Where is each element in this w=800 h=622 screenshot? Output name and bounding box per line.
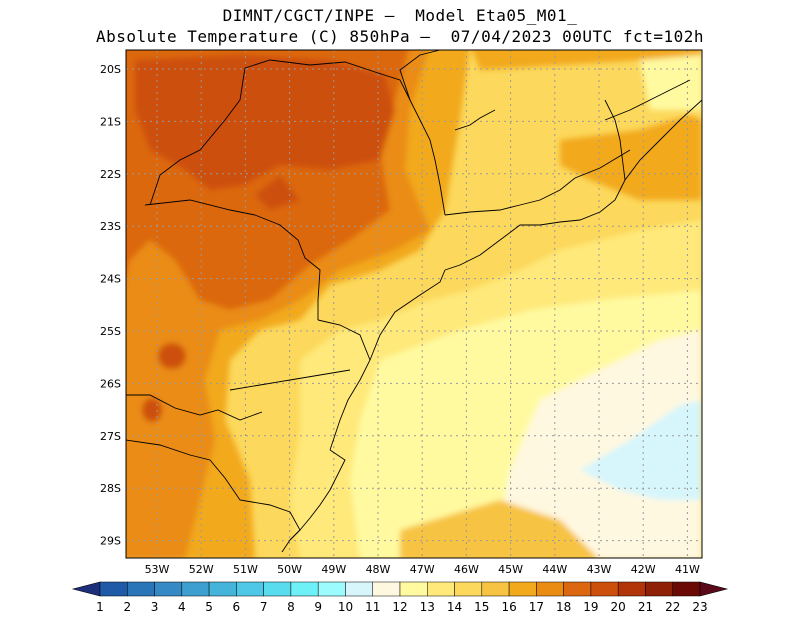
colorbar-high-arrow [699, 581, 729, 597]
colorbar-swatch [454, 581, 483, 597]
colorbar-swatch [590, 581, 619, 597]
colorbar-swatch [536, 581, 564, 597]
colorbar-swatch [127, 581, 155, 597]
colorbar-label: 7 [260, 600, 268, 614]
colorbar-swatch [154, 581, 183, 597]
lat-label: 26S [100, 377, 121, 390]
colorbar-label: 22 [665, 600, 680, 614]
lat-label: 20S [100, 63, 121, 76]
colorbar-swatch [290, 581, 319, 597]
lat-label: 28S [100, 482, 121, 495]
colorbar-label: 4 [178, 600, 186, 614]
grid-lines [126, 50, 702, 558]
colorbar-swatch [508, 581, 537, 597]
colorbar-label: 19 [583, 600, 598, 614]
borders [126, 50, 702, 553]
colorbar-swatch [317, 581, 346, 597]
longitude-labels: 53W 52W 51W 50W 49W 48W 47W 46W 45W 44W 43W 42W 41W [145, 563, 700, 576]
lon-label: 46W [454, 563, 479, 576]
lat-label: 21S [100, 115, 121, 128]
colorbar-label: 10 [338, 600, 353, 614]
colorbar-swatch [672, 581, 701, 597]
lat-label: 23S [100, 220, 121, 233]
colorbar-swatch [263, 581, 292, 597]
lat-label: 25S [100, 325, 121, 338]
colorbar-label: 18 [556, 600, 571, 614]
lon-label: 52W [189, 563, 214, 576]
colorbar [71, 581, 729, 597]
colorbar-swatch [181, 581, 210, 597]
lat-label: 29S [100, 535, 121, 548]
map-frame [125, 49, 703, 559]
colorbar-swatch [399, 581, 428, 597]
colorbar-label: 23 [692, 600, 707, 614]
lon-label: 49W [321, 563, 346, 576]
colorbar-swatch [372, 581, 401, 597]
colorbar-label: 17 [529, 600, 544, 614]
colorbar-labels: 1 2 3 4 5 6 7 8 9 10 11 12 13 14 15 16 17 18 19 20 21 22 23 [96, 600, 707, 614]
colorbar-label: 2 [123, 600, 131, 614]
colorbar-label: 5 [205, 600, 213, 614]
lon-label: 50W [277, 563, 302, 576]
lon-label: 44W [542, 563, 567, 576]
colorbar-label: 3 [151, 600, 159, 614]
colorbar-label: 14 [447, 600, 462, 614]
colorbar-label: 16 [501, 600, 516, 614]
colorbar-swatch [617, 581, 646, 597]
latitude-labels: 20S 21S 22S 23S 24S 25S 26S 27S 28S 29S [100, 63, 121, 548]
colorbar-swatch [563, 581, 592, 597]
colorbar-label: 15 [474, 600, 489, 614]
lat-label: 24S [100, 273, 121, 286]
colorbar-label: 20 [611, 600, 626, 614]
lat-label: 22S [100, 168, 121, 181]
colorbar-label: 9 [314, 600, 322, 614]
colorbar-label: 13 [420, 600, 435, 614]
colorbar-swatch [427, 581, 455, 597]
lon-label: 45W [498, 563, 523, 576]
colorbar-swatch [481, 581, 510, 597]
colorbar-swatch [236, 581, 264, 597]
lon-label: 48W [366, 563, 391, 576]
colorbar-label: 8 [287, 600, 295, 614]
lon-label: 42W [631, 563, 656, 576]
lon-label: 41W [675, 563, 700, 576]
map-title-line-2: Absolute Temperature (C) 850hPa – 07/04/… [96, 27, 704, 46]
colorbar-swatch [345, 581, 373, 597]
colorbar-swatch [208, 581, 237, 597]
colorbar-low-arrow [71, 581, 101, 597]
colorbar-swatch [645, 581, 673, 597]
colorbar-label: 21 [638, 600, 653, 614]
colorbar-label: 1 [96, 600, 104, 614]
lon-label: 51W [233, 563, 258, 576]
map-title-line-1: DIMNT/CGCT/INPE – Model Eta05_M01_ [222, 6, 578, 25]
colorbar-label: 11 [365, 600, 380, 614]
lon-label: 43W [587, 563, 612, 576]
colorbar-label: 12 [392, 600, 407, 614]
temperature-field [126, 50, 702, 558]
colorbar-label: 6 [233, 600, 241, 614]
lon-label: 47W [410, 563, 435, 576]
colorbar-swatch [99, 581, 128, 597]
lat-label: 27S [100, 430, 121, 443]
lon-label: 53W [145, 563, 170, 576]
